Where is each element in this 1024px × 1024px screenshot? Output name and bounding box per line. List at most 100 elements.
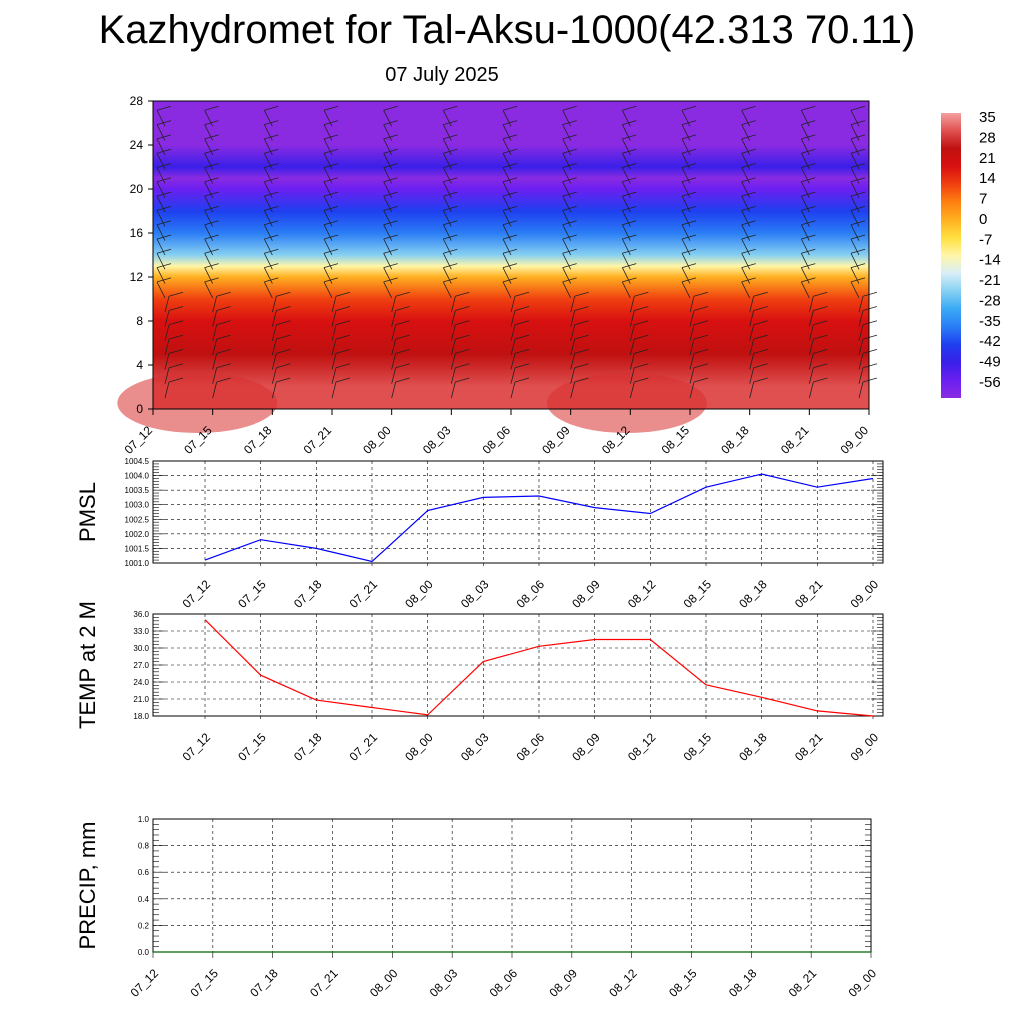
- wind-barb-shaft: [164, 324, 170, 341]
- wind-barb-flag: [862, 349, 878, 354]
- wind-barb-flag: [455, 306, 470, 311]
- wind-barb-flag: [681, 220, 697, 226]
- wind-barb-shaft: [323, 153, 333, 170]
- wind-barb-flag: [622, 191, 637, 197]
- series-line: [204, 473, 874, 563]
- wind-barb-shaft: [681, 138, 691, 156]
- chart-title: Kazhydromet for Tal-Aksu-1000(42.313 70.…: [98, 8, 916, 52]
- wind-barb-shaft: [263, 181, 273, 198]
- wind-barb-flag: [156, 220, 172, 226]
- y-tick-label: 20: [130, 182, 144, 196]
- wind-barb-shaft: [450, 339, 456, 356]
- wind-barb-flag: [850, 220, 866, 226]
- wind-barb-flag: [443, 120, 458, 125]
- wind-barb-flag: [383, 177, 398, 183]
- wind-barb-shaft: [681, 210, 691, 227]
- wind-barb-flag: [204, 120, 219, 125]
- wind-barb-shaft: [502, 138, 512, 156]
- x-tick-label: 07_21: [301, 423, 335, 457]
- wind-barb-shaft: [271, 367, 277, 384]
- wind-barb-shaft: [621, 195, 631, 213]
- wind-barb-flag: [323, 177, 339, 183]
- wind-barb-shaft: [383, 253, 393, 270]
- wind-barb-shaft: [383, 110, 393, 127]
- wind-barb-shaft: [383, 153, 393, 170]
- wind-barb-shaft: [800, 167, 810, 184]
- wind-barb-shaft: [383, 181, 393, 198]
- wind-barb-flag: [335, 320, 351, 326]
- wind-barb-shaft: [502, 110, 512, 127]
- wind-barb-flag: [383, 234, 398, 240]
- x-tick-label: 07_18: [241, 423, 275, 457]
- wind-barb-shaft: [850, 138, 860, 156]
- wind-barb-shaft: [808, 367, 814, 384]
- wind-barb-shaft: [263, 253, 273, 270]
- pmsl-panel: 1001.0 1001.5 1002.0 1002.5 1003.0 1003.5 1004…: [75, 457, 884, 611]
- wind-barb-flag: [204, 177, 219, 183]
- wind-barb-flag: [323, 134, 339, 140]
- wind-barb-flag: [801, 148, 816, 154]
- wind-barb-flag: [443, 148, 458, 154]
- wind-barb-flag: [264, 234, 279, 240]
- wind-barb-shaft: [741, 224, 751, 241]
- wind-barb-flag: [753, 349, 768, 354]
- wind-barb-flag: [562, 163, 577, 168]
- wind-barb-flag: [813, 320, 828, 326]
- wind-barb-shaft: [741, 124, 751, 141]
- x-tick-label: 07_18: [247, 966, 281, 1000]
- wind-barb-flag: [862, 363, 878, 369]
- wind-barb-flag: [264, 134, 279, 140]
- wind-barb-flag: [574, 291, 589, 297]
- wind-barb-shaft: [204, 238, 214, 256]
- wind-barb-flag: [574, 377, 589, 383]
- wind-barb-shaft: [442, 138, 452, 156]
- wind-barb-shaft: [271, 310, 277, 327]
- wind-barb-shaft: [629, 381, 635, 399]
- x-tick-label: 08_12: [625, 577, 659, 611]
- wind-barb-flag: [741, 234, 756, 240]
- wind-barb-flag: [862, 334, 878, 340]
- wind-barb-flag: [168, 363, 184, 369]
- wind-barb-shaft: [391, 339, 397, 356]
- wind-barb-shaft: [858, 367, 864, 384]
- x-tick-label: 08_03: [420, 423, 454, 457]
- wind-barb-shaft: [621, 124, 631, 141]
- wind-barb-shaft: [681, 110, 691, 127]
- wind-barb-shaft: [383, 224, 393, 241]
- wind-barb-shaft: [263, 195, 273, 213]
- wind-barb-flag: [323, 163, 339, 168]
- wind-barb-flag: [850, 163, 866, 168]
- wind-barb-shaft: [323, 224, 333, 241]
- wind-barb-flag: [562, 220, 577, 226]
- wind-barb-shaft: [204, 138, 214, 156]
- wind-barb-flag: [622, 248, 637, 254]
- wind-barb-shaft: [323, 138, 333, 156]
- wind-barb-flag: [383, 206, 398, 211]
- wind-barb-flag: [335, 306, 351, 311]
- wind-barb-flag: [681, 248, 697, 254]
- wind-barb-shaft: [156, 124, 166, 141]
- wind-barb-shaft: [800, 181, 810, 198]
- wind-barb-shaft: [391, 367, 397, 384]
- wind-barb-flag: [562, 277, 577, 283]
- wind-barb-flag: [693, 291, 709, 297]
- colorbar-bar: [941, 113, 961, 398]
- wind-barb-flag: [850, 191, 866, 197]
- wind-barb-flag: [156, 277, 172, 283]
- wind-barb-shaft: [850, 267, 860, 284]
- wind-barb-shaft: [502, 224, 512, 241]
- y-tick-label: 0.0: [138, 948, 150, 957]
- wind-barb-flag: [276, 334, 291, 340]
- wind-barb-shaft: [629, 310, 635, 327]
- wind-barb-shaft: [800, 110, 810, 127]
- wind-barb-flag: [443, 248, 458, 254]
- wind-barb-flag: [168, 320, 184, 326]
- wind-barb-shaft: [212, 310, 218, 327]
- wind-barb-flag: [741, 191, 756, 197]
- x-tick-label: 08_06: [514, 577, 548, 611]
- wind-barb-shaft: [741, 281, 751, 299]
- wind-barb-flag: [850, 105, 866, 111]
- wind-barb-flag: [395, 349, 410, 354]
- wind-barb-shaft: [800, 281, 810, 299]
- wind-barb-flag: [383, 191, 398, 197]
